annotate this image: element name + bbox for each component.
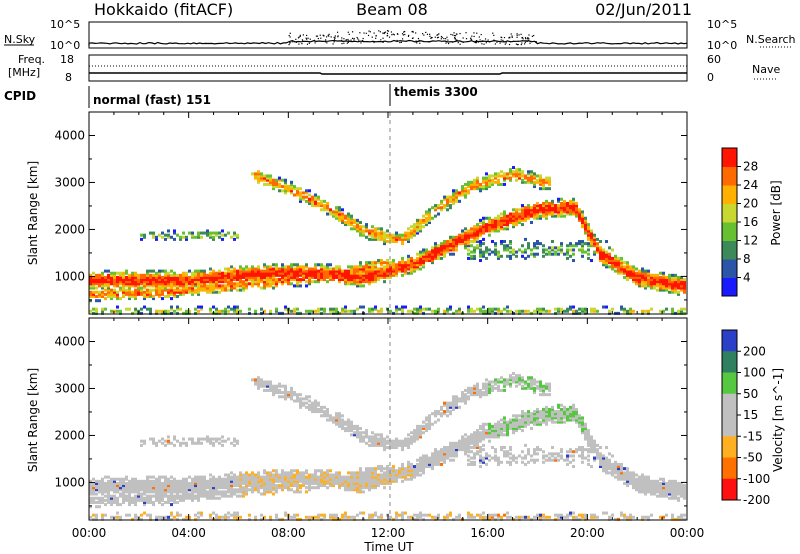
velocity-colorbar-label: Velocity [m s^-1] [771, 368, 785, 472]
freq-unit-label: [MHz] [8, 66, 40, 79]
cpid-segment-1: normal (fast) 151 [93, 93, 211, 107]
svg-text:2000: 2000 [54, 222, 85, 236]
nave-tick-low: 0 [707, 71, 714, 84]
station-title: Hokkaido (fitACF) [94, 0, 233, 19]
svg-text:4: 4 [743, 271, 751, 285]
svg-text:3000: 3000 [54, 175, 85, 189]
nsky-label: N.Sky [4, 33, 36, 46]
freq-tick-low: 8 [65, 71, 72, 84]
freq-trace [89, 72, 687, 75]
svg-text:16: 16 [743, 215, 758, 229]
nsky-panel [88, 21, 688, 49]
cpid-label: CPID [4, 89, 36, 103]
power-y-axis-label: Slant Range [km] [26, 161, 40, 265]
nave-label: Nave [752, 63, 780, 76]
svg-text:24: 24 [743, 178, 758, 192]
svg-text:28: 28 [743, 160, 758, 174]
freq-panel [88, 54, 688, 82]
date-title: 02/Jun/2011 [595, 0, 692, 19]
nave-tick-high: 60 [707, 53, 721, 66]
cpid-segment-2: themis 3300 [394, 85, 478, 99]
beam-title: Beam 08 [356, 0, 428, 19]
velocity-heatmap-data [89, 372, 686, 521]
power-y-ticks: 1000 2000 3000 4000 [54, 128, 687, 301]
power-colorbar-label: Power [dB] [769, 180, 783, 245]
time-x-ticks: 00:00 04:00 08:00 12:00 16:00 20:00 00:00 [72, 112, 704, 540]
nsearch-label: N.Search [746, 33, 796, 46]
svg-text:12: 12 [743, 234, 758, 248]
svg-text:20: 20 [743, 197, 758, 211]
power-heatmap-data [89, 166, 686, 315]
velocity-y-axis-label: Slant Range [km] [26, 368, 40, 472]
x-axis-label: Time UT [363, 540, 414, 554]
power-colorbar: 4 8 12 16 20 24 28 [721, 147, 758, 297]
nsearch-tick-high: 10^5 [707, 18, 737, 31]
freq-tick-high: 18 [60, 53, 74, 66]
freq-label: Freq. [18, 53, 45, 66]
nsearch-tick-low: 10^0 [707, 39, 737, 52]
nsky-tick-low: 10^0 [50, 39, 80, 52]
svg-text:4000: 4000 [54, 128, 85, 142]
svg-text:8: 8 [743, 252, 751, 266]
nsky-tick-high: 10^5 [50, 18, 80, 31]
nsky-trace [88, 30, 688, 46]
svg-text:1000: 1000 [54, 269, 85, 283]
